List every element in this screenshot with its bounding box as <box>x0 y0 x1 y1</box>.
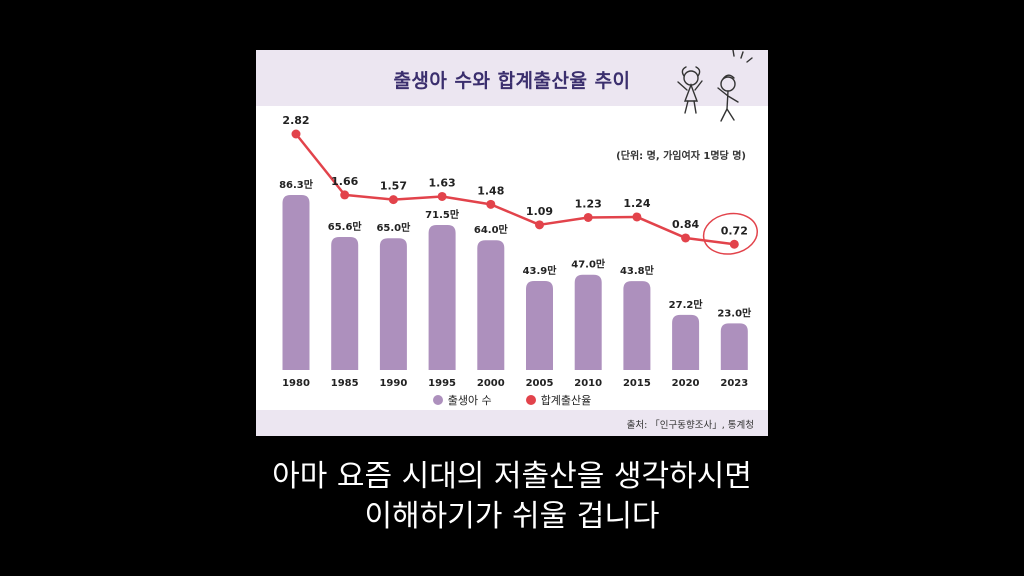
legend-bar-swatch <box>432 395 443 405</box>
line-point-2015 <box>632 212 642 222</box>
x-tick-label: 2005 <box>526 378 554 389</box>
legend-item-fertility: 합계출산율 <box>525 392 592 408</box>
bar-2010 <box>574 274 602 370</box>
bar-label: 27.2만 <box>669 298 704 311</box>
fertility-line <box>295 133 735 246</box>
subtitle-line-1: 아마 요즘 시대의 저출산을 생각하시면 <box>272 459 752 494</box>
x-tick-label: 2000 <box>477 378 505 389</box>
bar-label: 65.0만 <box>376 221 411 234</box>
legend: 출생아 수 합계출산율 <box>256 392 768 408</box>
line-point-2005 <box>535 220 544 230</box>
bar-label: 65.6만 <box>328 220 363 233</box>
line-label: 1.57 <box>380 180 407 193</box>
bar-2023 <box>720 323 748 370</box>
line-label: 0.84 <box>672 218 699 231</box>
bar-1990 <box>379 238 407 370</box>
bar-label: 86.3만 <box>279 178 314 191</box>
bar-label: 43.8만 <box>620 264 655 277</box>
line-label: 2.82 <box>282 114 309 127</box>
line-point-1980 <box>291 129 301 139</box>
bar-2020 <box>672 314 700 370</box>
highlight-circle <box>702 212 758 255</box>
line-point-2010 <box>583 212 593 222</box>
legend-item-births: 출생아 수 <box>432 392 492 408</box>
legend-bar-label: 출생아 수 <box>447 394 492 407</box>
bar-1980 <box>282 195 310 370</box>
bar-2005 <box>526 280 553 370</box>
x-tick-label: 1990 <box>379 378 407 389</box>
chart-card: 출생아 수와 합계출산율 추이 86.3만 1980 65.6만 1985 65.0만 1… <box>256 50 768 436</box>
line-label: 1.48 <box>477 184 504 197</box>
line-label: 1.09 <box>526 205 553 218</box>
legend-line-label: 합계출산율 <box>540 394 592 407</box>
line-point-1990 <box>388 195 398 205</box>
title-band: 출생아 수와 합계출산율 추이 <box>256 50 768 106</box>
line-point-2020 <box>681 233 691 243</box>
x-tick-label: 1980 <box>282 378 310 389</box>
x-tick-label: 2010 <box>574 378 602 389</box>
line-label: 1.66 <box>331 175 358 188</box>
bar-label: 47.0만 <box>571 258 606 271</box>
line-label: 1.63 <box>429 176 456 189</box>
bar-1995 <box>428 225 456 370</box>
line-label: 1.23 <box>575 197 602 210</box>
legend-line-swatch <box>525 395 536 405</box>
line-point-2023 <box>729 239 739 249</box>
x-tick-label: 2020 <box>672 378 700 389</box>
bar-label: 64.0만 <box>474 223 509 236</box>
line-point-1985 <box>340 190 350 200</box>
bar-label: 23.0만 <box>717 306 752 319</box>
kids-doodle-icon <box>677 50 753 122</box>
line-point-1995 <box>437 191 447 201</box>
bar-1985 <box>331 236 359 370</box>
chart-plot: 86.3만 1980 65.6만 1985 65.0만 1990 71.5만 1995 64.0… <box>279 50 758 389</box>
x-tick-label: 2023 <box>720 378 748 389</box>
x-tick-label: 2015 <box>623 378 651 389</box>
unit-note: (단위: 명, 가임여자 1명당 명) <box>616 151 746 162</box>
footer-band: 출처: 「인구동향조사」, 통계청 <box>256 410 768 436</box>
chart-title: 출생아 수와 합계출산율 추이 <box>393 70 631 92</box>
subtitle-line-2: 이해하기가 쉬울 겁니다 <box>364 499 660 534</box>
line-label: 1.24 <box>623 197 650 210</box>
bar-2000 <box>477 240 505 370</box>
source-note: 출처: 「인구동향조사」, 통계청 <box>626 420 754 431</box>
line-point-2000 <box>486 199 496 209</box>
bar-label: 43.9만 <box>523 264 558 277</box>
x-tick-label: 1985 <box>331 378 359 389</box>
video-subtitle: 아마 요즘 시대의 저출산을 생각하시면 이해하기가 쉬울 겁니다 <box>0 457 1024 537</box>
bar-label: 71.5만 <box>425 208 460 221</box>
line-label: 0.72 <box>721 224 748 237</box>
x-tick-label: 1995 <box>428 378 456 389</box>
bar-2015 <box>623 281 651 370</box>
